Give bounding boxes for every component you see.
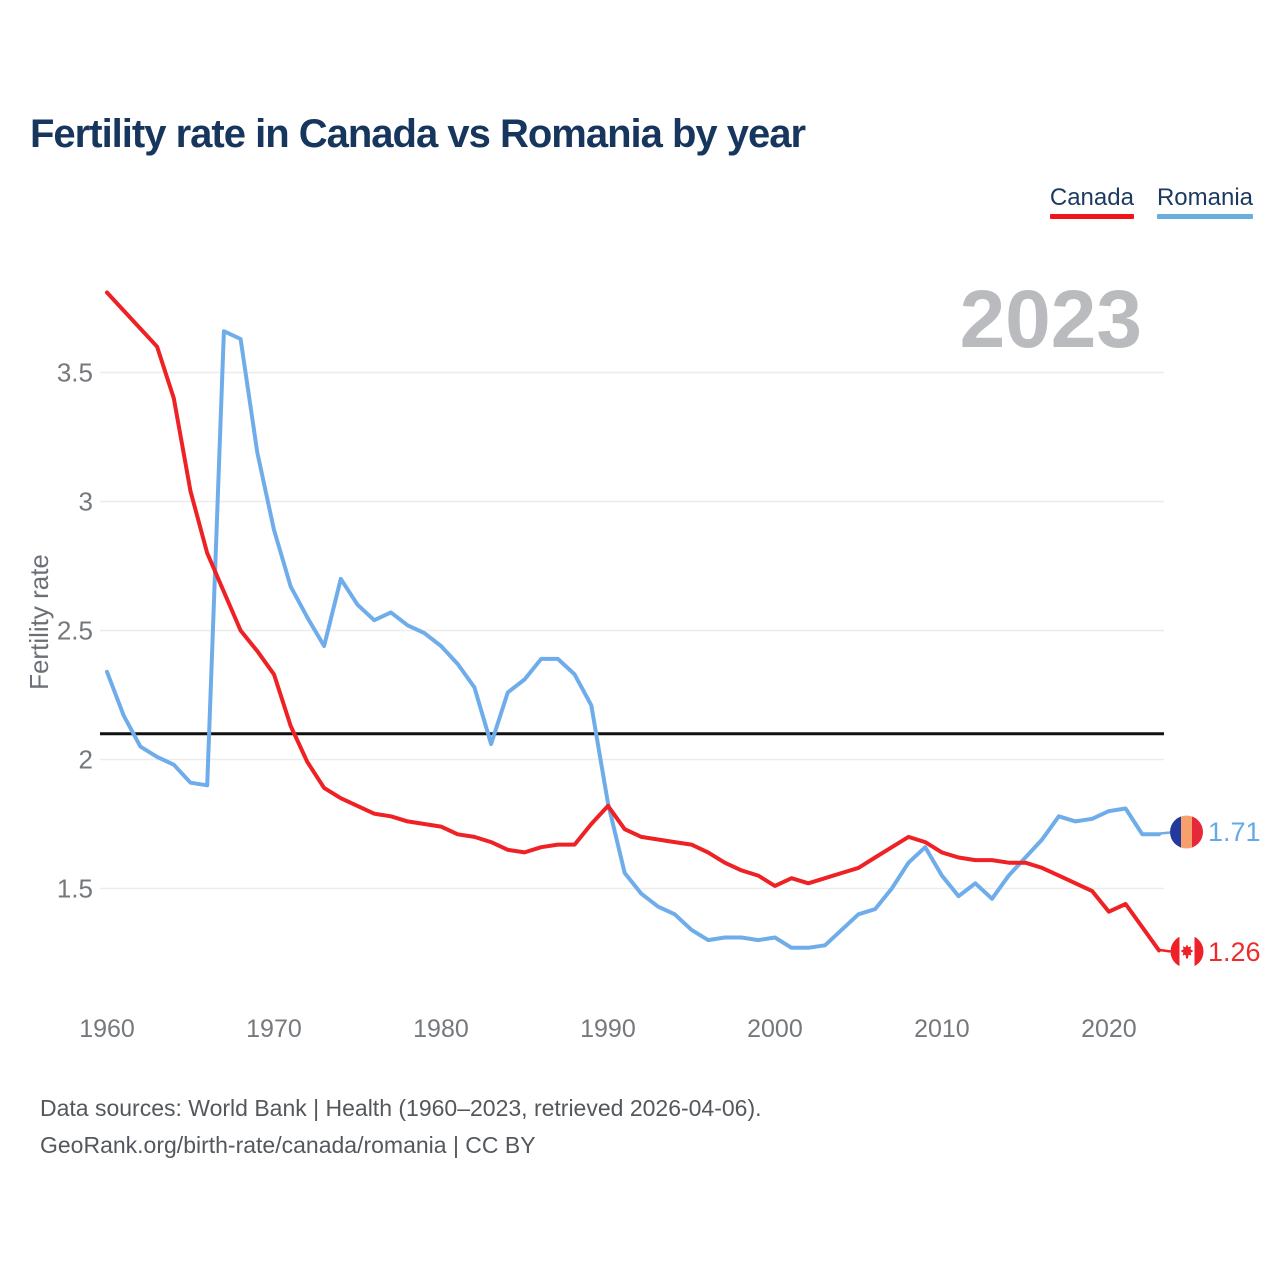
y-tick-label: 2 <box>79 745 93 775</box>
romania-line[interactable] <box>105 329 1161 950</box>
maple-leaf-icon <box>1180 944 1194 959</box>
footer: Data sources: World Bank | Health (1960–… <box>40 1090 762 1164</box>
y-tick-label: 2.5 <box>57 616 93 646</box>
romania-flag-icon <box>1170 815 1203 849</box>
x-tick-label: 1970 <box>246 1015 302 1043</box>
legend-item-romania[interactable]: Romania <box>1156 184 1253 219</box>
romania-leader-line <box>1159 831 1171 835</box>
legend-underline-canada <box>1049 214 1134 219</box>
canada-leader-line <box>1159 948 1171 953</box>
legend-underline-romania <box>1156 214 1253 219</box>
x-tick-labels: 1960 1970 1980 1990 2000 2010 2020 <box>79 1015 1137 1043</box>
y-gridlines: 1.5 2 2.5 3 3.5 <box>57 358 1164 904</box>
legend: Canada Romania <box>1049 184 1253 219</box>
x-tick-label: 2000 <box>747 1015 803 1043</box>
romania-end-value: 1.71 <box>1208 817 1261 847</box>
y-tick-label: 3.5 <box>57 358 93 388</box>
legend-item-canada[interactable]: Canada <box>1049 184 1134 219</box>
x-tick-label: 1980 <box>413 1015 469 1043</box>
watermark-year: 2023 <box>960 274 1142 365</box>
canada-line[interactable] <box>105 290 1161 953</box>
legend-label-canada[interactable]: Canada <box>1049 184 1134 211</box>
page-title: Fertility rate in Canada vs Romania by y… <box>30 112 806 156</box>
canada-end-value: 1.26 <box>1208 937 1261 967</box>
footer-sources: Data sources: World Bank | Health (1960–… <box>40 1095 762 1121</box>
canada-flag-icon <box>1170 935 1204 968</box>
legend-label-romania[interactable]: Romania <box>1156 184 1253 211</box>
footer-attribution: GeoRank.org/birth-rate/canada/romania | … <box>40 1132 536 1158</box>
y-tick-label: 1.5 <box>57 874 93 904</box>
x-tick-label: 2010 <box>914 1015 970 1043</box>
x-tick-label: 1960 <box>79 1015 135 1043</box>
x-tick-label: 2020 <box>1081 1015 1137 1043</box>
y-axis-title: Fertility rate <box>24 554 54 690</box>
x-tick-label: 1990 <box>580 1015 636 1043</box>
y-tick-label: 3 <box>79 487 93 517</box>
